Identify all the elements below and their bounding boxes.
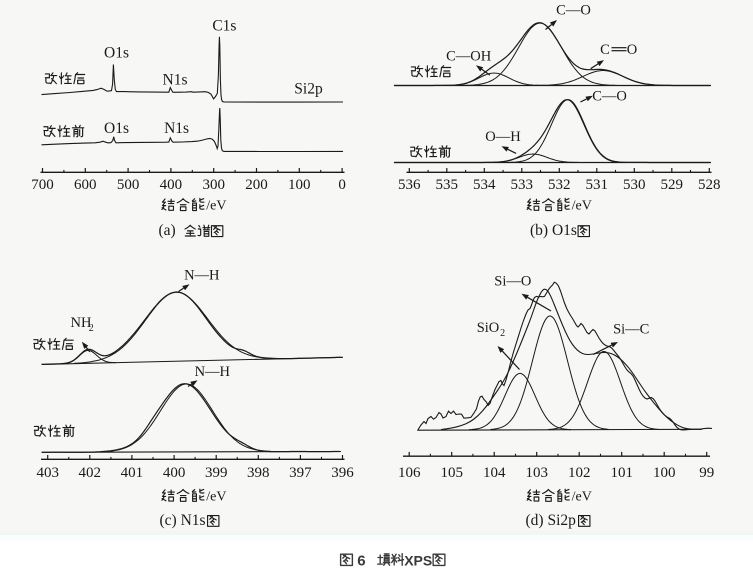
svg-text:C—OH: C—OH: [446, 48, 492, 64]
svg-text:396: 396: [331, 465, 354, 481]
svg-text:531: 531: [586, 177, 609, 193]
svg-text:398: 398: [247, 465, 270, 481]
svg-text:C—O: C—O: [556, 3, 591, 19]
svg-text:Si—C: Si—C: [613, 322, 649, 338]
svg-text:N—H: N—H: [195, 364, 231, 380]
svg-text:2: 2: [500, 328, 505, 339]
svg-text:O1s: O1s: [104, 45, 129, 62]
svg-text:200: 200: [245, 177, 268, 193]
svg-text:102: 102: [568, 465, 591, 481]
svg-text:(d) Si2p: (d) Si2p: [526, 512, 577, 529]
svg-text:300: 300: [202, 177, 225, 193]
svg-text:Si2p: Si2p: [294, 81, 323, 98]
svg-text:397: 397: [289, 465, 312, 481]
svg-text:N1s: N1s: [164, 120, 189, 137]
svg-text:O—H: O—H: [485, 129, 521, 145]
svg-text:403: 403: [36, 465, 59, 481]
svg-text:SiO: SiO: [477, 320, 500, 336]
svg-text:106: 106: [398, 465, 421, 481]
svg-text:O1s: O1s: [104, 120, 129, 137]
svg-text:401: 401: [121, 465, 144, 481]
svg-text:536: 536: [398, 177, 421, 193]
svg-text:101: 101: [610, 465, 633, 481]
svg-text:N—H: N—H: [184, 268, 220, 284]
svg-text:6: 6: [357, 553, 365, 570]
svg-text:402: 402: [79, 465, 102, 481]
svg-text:528: 528: [698, 177, 721, 193]
svg-text:105: 105: [440, 465, 463, 481]
svg-text:104: 104: [483, 465, 506, 481]
svg-text:400: 400: [163, 465, 186, 481]
svg-text:500: 500: [117, 177, 140, 193]
svg-text:C1s: C1s: [212, 18, 236, 35]
svg-text:100: 100: [288, 177, 311, 193]
svg-text:O: O: [627, 42, 637, 58]
svg-text:Si—O: Si—O: [494, 274, 531, 290]
svg-text:533: 533: [511, 177, 534, 193]
svg-text:XPS: XPS: [404, 553, 432, 569]
svg-text:/eV: /eV: [206, 489, 226, 504]
svg-text:NH: NH: [71, 315, 92, 331]
svg-text:/eV: /eV: [572, 199, 592, 214]
svg-text:99: 99: [699, 465, 714, 481]
svg-text:/eV: /eV: [572, 489, 592, 504]
svg-text:535: 535: [436, 177, 459, 193]
svg-text:(a): (a): [159, 222, 176, 239]
svg-text:529: 529: [661, 177, 684, 193]
svg-text:100: 100: [653, 465, 676, 481]
svg-text:N1s: N1s: [163, 71, 188, 88]
svg-text:/eV: /eV: [206, 199, 226, 214]
svg-text:103: 103: [525, 465, 548, 481]
svg-text:530: 530: [623, 177, 646, 193]
svg-text:0: 0: [338, 177, 346, 193]
svg-text:(c) N1s: (c) N1s: [160, 512, 206, 529]
svg-text:532: 532: [548, 177, 571, 193]
svg-text:700: 700: [31, 177, 54, 193]
svg-text:C: C: [600, 42, 610, 58]
svg-text:600: 600: [74, 177, 97, 193]
svg-text:C—O: C—O: [592, 89, 627, 105]
svg-text:(b) O1s: (b) O1s: [530, 222, 577, 239]
svg-text:534: 534: [473, 177, 496, 193]
svg-text:399: 399: [205, 465, 228, 481]
svg-text:2: 2: [89, 323, 94, 334]
svg-text:400: 400: [160, 177, 183, 193]
